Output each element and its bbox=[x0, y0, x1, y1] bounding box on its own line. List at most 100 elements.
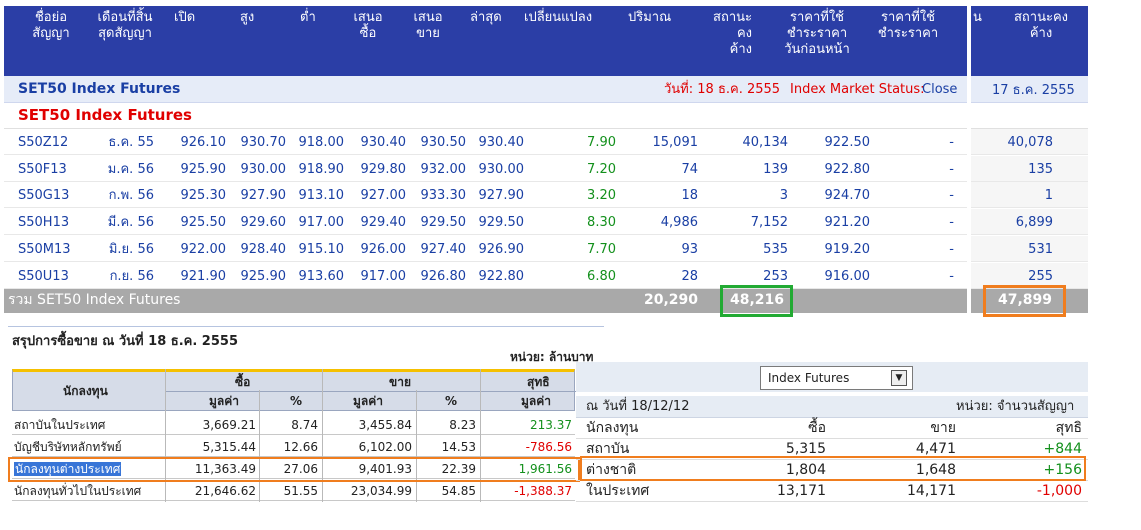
cell-settle: - bbox=[949, 268, 954, 284]
cell-last: 930.40 bbox=[478, 135, 525, 150]
cell-right-open-interest: 135 bbox=[1028, 161, 1053, 177]
header-volume: ปริมาณ bbox=[628, 10, 672, 25]
header-expiry: เดือนที่สิ้น สุดสัญญา bbox=[97, 10, 153, 41]
futures-row-s50z12: S50Z12 ธ.ค. 55 926.10 930.70 918.00 930.40 930… bbox=[4, 129, 967, 155]
cell-settle: - bbox=[949, 215, 954, 231]
symbol-link[interactable]: S50M13 bbox=[18, 241, 71, 257]
fs-cell-net: +844 bbox=[1043, 441, 1082, 457]
header-last: ล่าสุด bbox=[470, 10, 502, 25]
cell-oi: 7,152 bbox=[750, 215, 788, 231]
col-divider bbox=[259, 390, 260, 502]
header-right-open-interest: สถานะคง ค้าง bbox=[1013, 10, 1069, 41]
futures-right-header: น สถานะคง ค้าง bbox=[971, 6, 1088, 76]
cell-low: 913.10 bbox=[298, 188, 345, 204]
summary-cell-buy-value: 11,363.49 bbox=[194, 462, 256, 476]
cell-bid: 930.40 bbox=[360, 135, 407, 150]
summary-cell-buy-pct: 51.55 bbox=[283, 484, 318, 498]
summary-sub-buy-value: มูลค่า bbox=[209, 394, 240, 408]
cell-low: 913.60 bbox=[298, 268, 345, 284]
summary-cell-investor: บัญชีบริษัทหลักทรัพย์ bbox=[14, 440, 122, 454]
summary-cell-net: 213.37 bbox=[530, 418, 572, 432]
symbol-link[interactable]: S50H13 bbox=[18, 215, 70, 231]
trade-date: วันที่: 18 ธ.ค. 2555 bbox=[664, 82, 781, 97]
futures-row-s50h13: S50H13 มี.ค. 56 925.50 929.60 917.00 929.40 92… bbox=[4, 209, 967, 236]
cell-oi: 40,134 bbox=[742, 135, 789, 150]
fs-cell-buy: 1,804 bbox=[785, 462, 826, 478]
cell-low: 918.90 bbox=[298, 161, 345, 177]
fs-cell-net: -1,000 bbox=[1036, 483, 1082, 499]
cell-low: 917.00 bbox=[298, 215, 345, 231]
cell-open: 922.00 bbox=[180, 241, 227, 257]
cell-high: 925.90 bbox=[240, 268, 287, 284]
symbol-link[interactable]: S50G13 bbox=[18, 188, 70, 204]
cell-change: 7.90 bbox=[587, 135, 616, 150]
summary-col-sell: ขาย bbox=[389, 375, 411, 389]
symbol-link[interactable]: S50F13 bbox=[18, 161, 67, 177]
open-interest-highlight: 48,216 bbox=[720, 285, 793, 317]
cell-change: 7.70 bbox=[587, 241, 616, 257]
cell-volume: 4,986 bbox=[660, 215, 698, 231]
futures-summary-dateline: ณ วันที่ 18/12/12 หน่วย: จำนวนสัญญา bbox=[576, 396, 1088, 418]
market-status-label: Index Market Status: bbox=[790, 82, 925, 97]
summary-cell-investor: นักลงทุนต่างประเทศ bbox=[14, 462, 122, 476]
cell-prev-settle: 922.50 bbox=[824, 135, 871, 150]
cell-offer: 933.30 bbox=[420, 188, 467, 204]
fs-col-investor: นักลงทุน bbox=[586, 420, 639, 436]
summary-sub-buy-pct: % bbox=[290, 394, 303, 408]
futures-summary-unit: หน่วย: จำนวนสัญญา bbox=[956, 399, 1075, 414]
futures-row-s50f13: S50F13 ม.ค. 56 925.90 930.00 918.90 929.80 932… bbox=[4, 155, 967, 182]
total-volume: 20,290 bbox=[643, 292, 698, 308]
cell-oi: 535 bbox=[763, 241, 788, 257]
futures-right-row: 255 bbox=[971, 262, 1088, 289]
chevron-down-icon[interactable]: ▼ bbox=[891, 370, 907, 386]
fs-cell-buy: 13,171 bbox=[777, 483, 826, 499]
cell-high: 929.60 bbox=[240, 215, 287, 231]
cell-prev-settle: 924.70 bbox=[824, 188, 871, 204]
cell-settle: - bbox=[949, 241, 954, 257]
summary-cell-sell-pct: 8.23 bbox=[449, 418, 476, 432]
summary-cell-buy-value: 3,669.21 bbox=[202, 418, 256, 432]
total-label: รวม SET50 Index Futures bbox=[8, 292, 181, 308]
cell-bid: 927.00 bbox=[360, 188, 407, 204]
cell-bid: 929.80 bbox=[360, 161, 407, 177]
col-divider bbox=[480, 369, 481, 502]
cell-prev-settle: 916.00 bbox=[824, 268, 871, 284]
futures-row-s50u13: S50U13 ก.ย. 56 921.90 925.90 913.60 917.00 926… bbox=[4, 262, 967, 289]
cell-volume: 18 bbox=[681, 188, 698, 204]
col-divider bbox=[416, 390, 417, 502]
summary-cell-net: 1,961.56 bbox=[518, 462, 572, 476]
summary-cell-buy-pct: 27.06 bbox=[283, 462, 318, 476]
cell-month: มี.ค. 56 bbox=[107, 215, 154, 231]
cell-settle: - bbox=[949, 188, 954, 204]
cell-right-open-interest: 40,078 bbox=[1007, 135, 1054, 150]
cell-month: มิ.ย. 56 bbox=[108, 241, 154, 257]
cell-offer: 926.80 bbox=[420, 268, 467, 284]
cell-volume: 28 bbox=[681, 268, 698, 284]
futures-right-row: 531 bbox=[971, 235, 1088, 262]
summary-cell-sell-value: 23,034.99 bbox=[350, 484, 412, 498]
cell-high: 930.70 bbox=[240, 135, 287, 150]
futures-summary-date: ณ วันที่ 18/12/12 bbox=[586, 399, 690, 414]
symbol-link[interactable]: S50U13 bbox=[18, 268, 69, 284]
cell-open: 925.50 bbox=[180, 215, 227, 231]
futures-right-row: 40,078 bbox=[971, 129, 1088, 155]
cell-right-open-interest: 255 bbox=[1028, 268, 1053, 284]
col-divider bbox=[322, 369, 323, 502]
summary-row: นักลงทุนต่างประเทศ 11,363.49 27.06 9,401.93… bbox=[12, 458, 575, 479]
header-sub-divider bbox=[166, 391, 576, 392]
summary-cell-buy-pct: 12.66 bbox=[283, 440, 318, 454]
product-select[interactable]: Index Futures ▼ bbox=[760, 366, 913, 390]
cell-last: 927.90 bbox=[478, 188, 525, 204]
symbol-link[interactable]: S50Z12 bbox=[18, 135, 69, 150]
fs-cell-sell: 1,648 bbox=[915, 462, 956, 478]
market-status-value: Close bbox=[922, 82, 958, 97]
summary-cell-buy-pct: 8.74 bbox=[291, 418, 318, 432]
summary-row: นักลงทุนทั่วไปในประเทศ 21,646.62 51.55 23,0… bbox=[12, 480, 575, 501]
cell-oi: 3 bbox=[779, 188, 788, 204]
futures-right-status-bar: 17 ธ.ค. 2555 bbox=[971, 76, 1088, 103]
cell-change: 8.30 bbox=[587, 215, 616, 231]
fs-cell-investor: ในประเทศ bbox=[586, 483, 650, 499]
futures-summary-row: สถาบัน 5,315 4,471 +844 bbox=[576, 439, 1088, 460]
cell-change: 6.80 bbox=[587, 268, 616, 284]
header-symbol: ชื่อย่อ สัญญา bbox=[32, 10, 70, 41]
